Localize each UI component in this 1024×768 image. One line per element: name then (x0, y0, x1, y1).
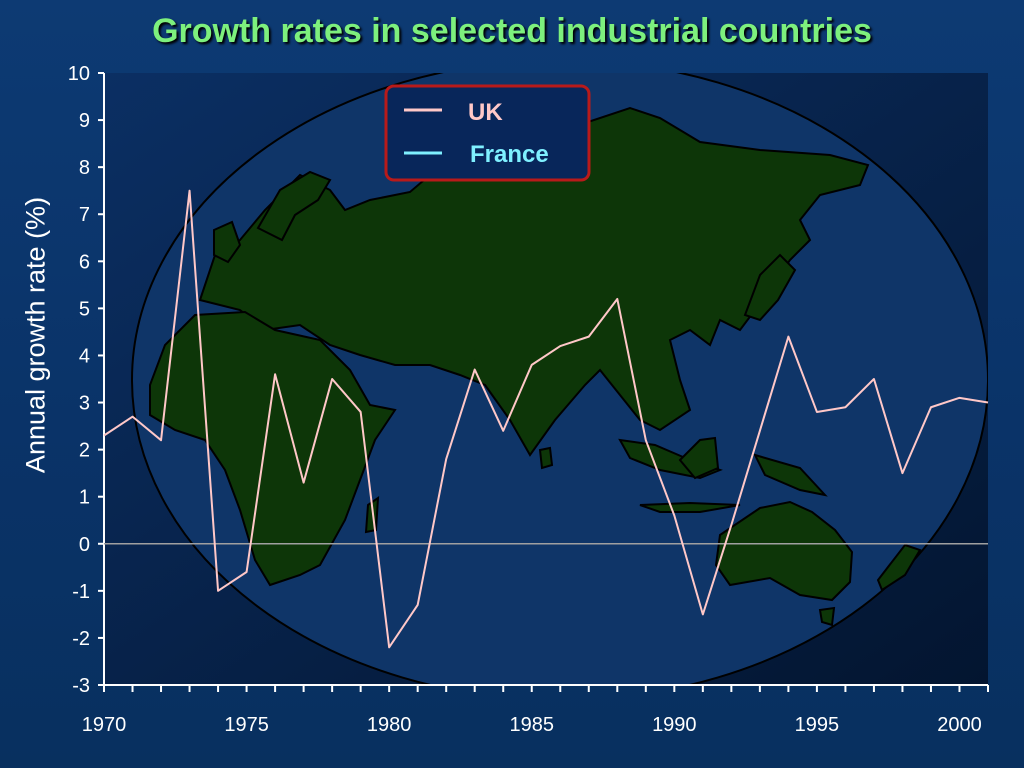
y-tick-label: 3 (79, 393, 90, 415)
x-tick-label: 1995 (795, 714, 840, 736)
series-line-uk (103, 189, 989, 649)
world-map-globe (131, 73, 988, 685)
legend-label-france: France (470, 141, 549, 168)
y-tick-label: 2 (79, 440, 90, 462)
x-tick-label: 2000 (937, 714, 982, 736)
x-tick-label: 1985 (509, 714, 554, 736)
y-tick-label: 0 (79, 534, 90, 556)
y-tick-label: 7 (79, 204, 90, 226)
y-tick-label: -1 (72, 581, 90, 603)
y-tick-label: 8 (79, 157, 90, 179)
legend: UK France (384, 84, 591, 182)
y-tick-label: 5 (79, 298, 90, 320)
y-tick-label: 9 (79, 110, 90, 132)
x-ticks: 1970 1975 1980 1985 1990 1995 2000 (82, 685, 989, 736)
y-tick-label: 10 (68, 63, 90, 85)
y-tick-label: -2 (72, 628, 90, 650)
x-tick-label: 1970 (82, 714, 127, 736)
chart-title: Growth rates in selected industrial coun… (152, 12, 872, 50)
x-tick-label: 1980 (367, 714, 412, 736)
y-tick-label: 6 (79, 251, 90, 273)
legend-label-uk: UK (468, 99, 503, 126)
x-tick-label: 1990 (652, 714, 697, 736)
series-lines (103, 189, 989, 649)
y-tick-label: -3 (72, 675, 90, 697)
y-ticks: -3 -2 -1 0 1 2 3 4 5 6 7 8 9 10 (68, 63, 104, 697)
x-tick-label: 1975 (224, 714, 269, 736)
y-tick-label: 4 (79, 345, 90, 367)
y-tick-label: 1 (79, 487, 90, 509)
